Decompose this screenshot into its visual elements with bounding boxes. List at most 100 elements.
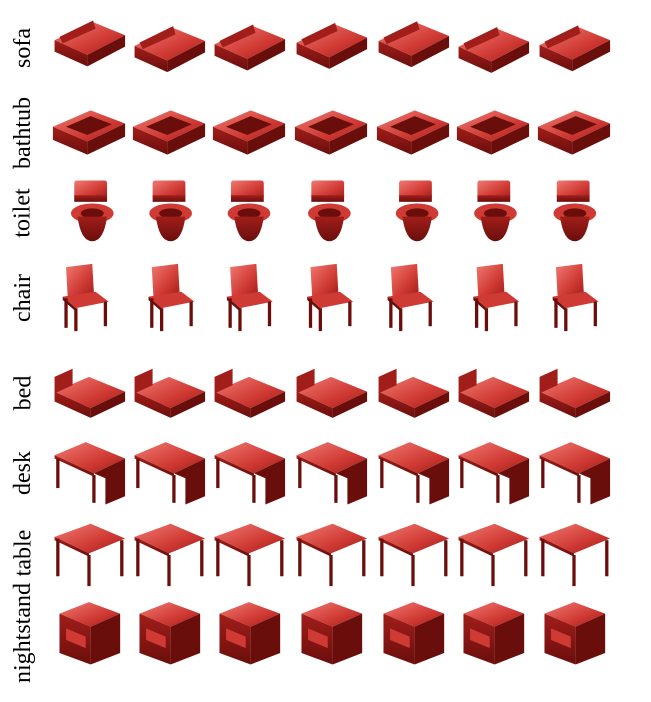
bathtub-sample-4 [290,90,372,175]
table-sample-2 [128,510,210,595]
chair-sample-4 [290,255,372,340]
bed-sample-1 [48,350,130,435]
desk-sample-2 [128,430,210,515]
row-label-chair: chair [0,255,46,340]
bathtub-sample-7 [533,90,615,175]
bathtub-render [537,110,611,155]
bed-render [458,368,530,418]
sofa-render [214,24,286,71]
desk-render [214,442,286,505]
row-label-text: desk [10,450,36,495]
sofa-render [378,21,450,68]
desk-sample-1 [48,430,130,515]
chair-render [552,263,599,332]
desk-sample-5 [372,430,454,515]
nightstand-sample-3 [208,590,290,675]
bed-sample-2 [128,350,210,435]
toilet-sample-4 [290,170,372,255]
desk-render [54,442,126,505]
chair-render [62,263,109,332]
toilet-render [70,180,114,242]
row-label-text: toilet [10,187,37,238]
sofa-sample-2 [128,5,210,90]
chair-render [387,263,434,332]
nightstand-sample-5 [372,590,454,675]
table-sample-3 [208,510,290,595]
bed-render [378,368,450,418]
table-render [378,523,450,587]
bathtub-sample-2 [128,90,210,175]
sofa-sample-1 [48,5,130,90]
chair-sample-7 [533,255,615,340]
table-render [539,523,611,587]
bed-render [134,368,206,418]
desk-sample-4 [290,430,372,515]
desk-render [378,442,450,505]
chair-sample-1 [48,255,130,340]
table-sample-4 [290,510,372,595]
chair-sample-2 [128,255,210,340]
chair-render [148,263,195,332]
toilet-sample-5 [372,170,454,255]
desk-sample-7 [533,430,615,515]
desk-render [458,442,530,505]
chair-sample-6 [452,255,534,340]
toilet-render [553,180,597,242]
bed-render [54,368,126,418]
row-label-text: table [10,529,37,576]
sofa-sample-5 [372,5,454,90]
sofa-render [458,27,530,73]
nightstand-render [139,602,201,665]
toilet-render [227,180,271,242]
row-label-text: nightstand [10,582,36,683]
toilet-sample-2 [128,170,210,255]
nightstand-sample-1 [48,590,130,675]
bathtub-sample-6 [452,90,534,175]
bed-sample-4 [290,350,372,435]
row-label-bathtub: bathtub [0,90,46,175]
nightstand-render [59,602,121,665]
row-label-bed: bed [0,350,46,435]
table-render [54,523,126,587]
bathtub-render [52,110,126,155]
toilet-render [474,180,517,242]
table-sample-1 [48,510,130,595]
table-render [134,523,206,587]
bathtub-render [376,110,450,155]
bed-sample-7 [533,350,615,435]
chair-sample-5 [372,255,454,340]
row-label-text: bathtub [10,96,36,169]
nightstand-render [463,602,525,665]
nightstand-render [544,602,606,665]
bed-sample-6 [452,350,534,435]
row-label-text: bed [10,375,36,410]
row-label-desk: desk [0,430,46,515]
nightstand-sample-6 [452,590,534,675]
row-label-text: chair [10,273,36,322]
nightstand-sample-7 [533,590,615,675]
nightstand-sample-2 [128,590,210,675]
nightstand-render [219,602,281,665]
toilet-sample-1 [48,170,130,255]
sofa-sample-7 [533,5,615,90]
row-label-nightstand: nightstand [0,583,46,683]
desk-render [539,442,611,505]
bed-sample-5 [372,350,454,435]
desk-render [134,442,206,505]
toilet-render [308,180,351,242]
bathtub-sample-5 [372,90,454,175]
chair-render [307,263,354,332]
table-render [458,523,530,587]
nightstand-sample-4 [290,590,372,675]
bathtub-render [212,110,286,155]
row-label-toilet: toilet [0,170,46,255]
toilet-sample-7 [533,170,615,255]
sofa-sample-4 [290,5,372,90]
bathtub-sample-1 [48,90,130,175]
bed-sample-3 [208,350,290,435]
sofa-sample-6 [452,5,534,90]
toilet-sample-6 [452,170,534,255]
bathtub-render [456,110,530,155]
toilet-render [149,180,192,242]
